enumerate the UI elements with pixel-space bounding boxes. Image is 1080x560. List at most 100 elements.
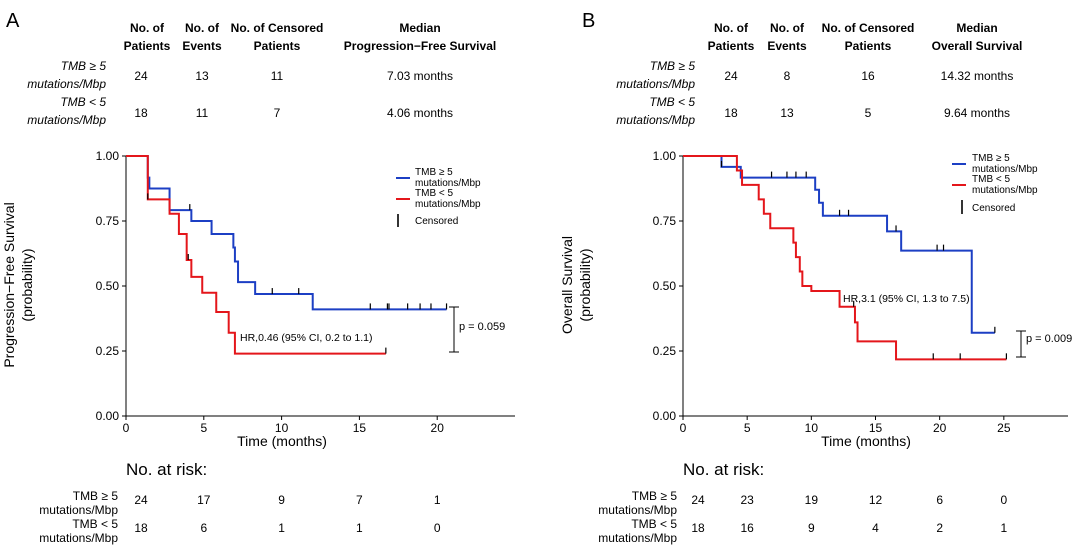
summary-row-high-tmb: TMB ≥ 5 mutations/Mbp 24 13 11 7.03 mont… [27,59,453,91]
row-label-line2: mutations/Mbp [27,113,106,127]
panel-b-risk-labels: TMB ≥ 5 mutations/Mbp TMB < 5 mutations/… [598,489,677,545]
x-tick-label: 10 [805,421,819,435]
panel-a-summary-table: No. of Patients No. of Events No. of Cen… [27,21,496,127]
header-censored-line2: Patients [845,39,892,53]
cell-median: 14.32 months [941,69,1014,83]
header-patients-line2: Patients [708,39,755,53]
risk-value: 9 [278,493,285,507]
row-label-line1: TMB ≥ 5 [650,59,696,73]
risk-label-high-line2: mutations/Mbp [598,503,677,517]
cell-events: 8 [784,69,791,83]
risk-label-low-line1: TMB < 5 [631,517,677,531]
summary-row-low-tmb: TMB < 5 mutations/Mbp 18 13 5 9.64 month… [616,95,1010,127]
cell-events: 13 [780,106,794,120]
summary-header: No. of Patients No. of Events No. of Cen… [124,21,497,53]
panel-b-plot: 0.00 0.25 0.50 0.75 1.00 0 5 10 15 20 25 [653,149,1068,435]
header-median-line1: Median [399,21,440,35]
panel-b-ylabel-line2: (probability) [577,248,593,321]
panel-b-risk-title: No. at risk: [683,460,764,479]
survival-curve-low-tmb [683,155,1007,361]
y-tick-label: 0.50 [96,279,120,293]
panel-a: A No. of Patients No. of Events No. of C… [1,10,515,545]
legend-censored-label: Censored [972,203,1015,214]
row-label-line1: TMB ≥ 5 [61,59,107,73]
legend-low-tmb-line2: mutations/Mbp [415,199,481,210]
risk-value: 9 [808,521,815,535]
x-tick-label: 5 [200,421,207,435]
summary-header: No. of Patients No. of Events No. of Cen… [708,21,1023,53]
x-tick-label: 5 [744,421,751,435]
panel-b-ylabel-line1: Overall Survival [559,236,575,334]
row-label-line2: mutations/Mbp [616,113,695,127]
panel-b-risk-values: 24 23 19 12 6 0 18 16 9 4 2 1 [691,493,1007,535]
header-events-line1: No. of [770,21,805,35]
risk-value: 16 [740,521,754,535]
cell-median: 4.06 months [387,106,453,120]
risk-value: 24 [134,493,148,507]
y-tick-label: 1.00 [653,149,677,163]
panel-a-hazard-ratio: HR,0.46 (95% CI, 0.2 to 1.1) [240,332,372,344]
panel-a-plot: 0.00 0.25 0.50 0.75 1.00 0 5 10 15 20 [96,149,515,435]
risk-value: 4 [872,521,879,535]
risk-value: 0 [1000,493,1007,507]
risk-value: 19 [805,493,819,507]
cell-events: 11 [196,106,209,120]
header-median-line2: Overall Survival [932,39,1023,53]
survival-curve-low-tmb [126,155,386,355]
x-tick-label: 20 [933,421,947,435]
header-events-line1: No. of [185,21,220,35]
header-median-line1: Median [956,21,997,35]
y-tick-label: 0.25 [653,344,677,358]
cell-median: 7.03 months [387,69,453,83]
x-tick-label: 15 [353,421,367,435]
risk-value: 1 [356,521,363,535]
header-censored-line2: Patients [254,39,301,53]
cell-censored: 5 [865,106,872,120]
row-label-line1: TMB < 5 [60,95,106,109]
risk-label-high-line1: TMB ≥ 5 [73,489,119,503]
header-patients-line2: Patients [124,39,171,53]
risk-value: 23 [740,493,754,507]
legend-low-tmb-line2: mutations/Mbp [972,185,1038,196]
header-censored-line1: No. of Censored [231,21,324,35]
x-tick-label: 20 [431,421,445,435]
panel-a-pvalue: p = 0.059 [459,321,505,333]
header-events-line2: Events [182,39,222,53]
row-label-line2: mutations/Mbp [27,77,106,91]
risk-value: 18 [691,521,705,535]
cell-events: 13 [195,69,209,83]
header-patients-line1: No. of [130,21,165,35]
x-tick-label: 25 [997,421,1011,435]
cell-median: 9.64 months [944,106,1010,120]
panel-a-risk-values: 24 17 9 7 1 18 6 1 1 0 [134,493,441,535]
header-events-line2: Events [767,39,807,53]
panel-b-summary-table: No. of Patients No. of Events No. of Cen… [616,21,1022,127]
panel-a-ylabel-line2: (probability) [19,248,35,321]
x-tick-label: 0 [680,421,687,435]
y-tick-label: 1.00 [96,149,120,163]
y-tick-label: 0.50 [653,279,677,293]
cell-patients: 24 [724,69,738,83]
panel-a-legend: TMB ≥ 5 mutations/Mbp TMB < 5 mutations/… [396,167,481,227]
risk-value: 6 [200,521,207,535]
panel-b: B No. of Patients No. of Events No. of C… [559,10,1072,545]
y-tick-label: 0.75 [653,214,677,228]
x-tick-label: 10 [275,421,289,435]
risk-value: 1 [1000,521,1007,535]
risk-label-high-line2: mutations/Mbp [39,503,118,517]
y-tick-label: 0.75 [96,214,120,228]
cell-censored: 7 [274,106,281,120]
legend-high-tmb-line1: TMB ≥ 5 [415,167,453,178]
risk-value: 1 [278,521,285,535]
panel-a-risk-labels: TMB ≥ 5 mutations/Mbp TMB < 5 mutations/… [39,489,118,545]
panel-b-pvalue-bracket [1016,330,1026,358]
risk-label-high-line1: TMB ≥ 5 [632,489,678,503]
row-label-line2: mutations/Mbp [616,77,695,91]
risk-label-low-line2: mutations/Mbp [39,531,118,545]
cell-patients: 24 [134,69,148,83]
panel-a-risk-title: No. at risk: [126,460,207,479]
risk-label-low-line1: TMB < 5 [72,517,118,531]
panel-b-legend: TMB ≥ 5 mutations/Mbp TMB < 5 mutations/… [952,153,1038,214]
cell-patients: 18 [134,106,148,120]
